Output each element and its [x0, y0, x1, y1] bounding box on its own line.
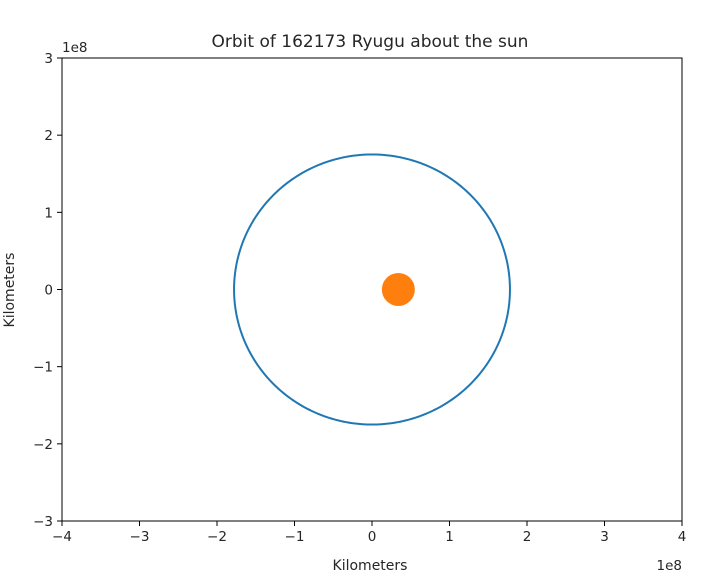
y-tick-label: 0 [44, 283, 53, 299]
x-axis-label: Kilometers [333, 558, 408, 574]
y-tick-label: −2 [33, 437, 53, 453]
sun-marker [381, 273, 415, 306]
y-axis-ticks: −3 −2 −1 0 1 2 3 [33, 51, 62, 530]
x-tick-label: −1 [285, 529, 305, 545]
y-tick-label: 1 [44, 205, 53, 221]
y-tick-label: 2 [44, 128, 53, 144]
x-tick-label: 4 [678, 529, 687, 545]
x-offset-label: 1e8 [657, 558, 682, 574]
y-axis-label: Kilometers [2, 253, 18, 328]
x-tick-label: 2 [523, 529, 532, 545]
x-tick-label: 0 [368, 529, 377, 545]
plot-frame [61, 57, 683, 522]
x-axis-ticks: −4 −3 −2 −1 0 1 2 3 4 [52, 521, 686, 545]
y-tick-label: −3 [33, 514, 53, 530]
y-tick-label: 3 [44, 51, 53, 67]
chart-title: Orbit of 162173 Ryugu about the sun [212, 32, 529, 52]
x-tick-label: 3 [600, 529, 609, 545]
x-tick-label: 1 [445, 529, 454, 545]
y-offset-label: 1e8 [62, 40, 87, 56]
x-tick-label: −3 [130, 529, 150, 545]
orbit-line [233, 153, 511, 426]
x-tick-label: −4 [52, 529, 72, 545]
y-tick-label: −1 [33, 360, 53, 376]
plot-area [233, 153, 511, 426]
x-tick-label: −2 [207, 529, 227, 545]
